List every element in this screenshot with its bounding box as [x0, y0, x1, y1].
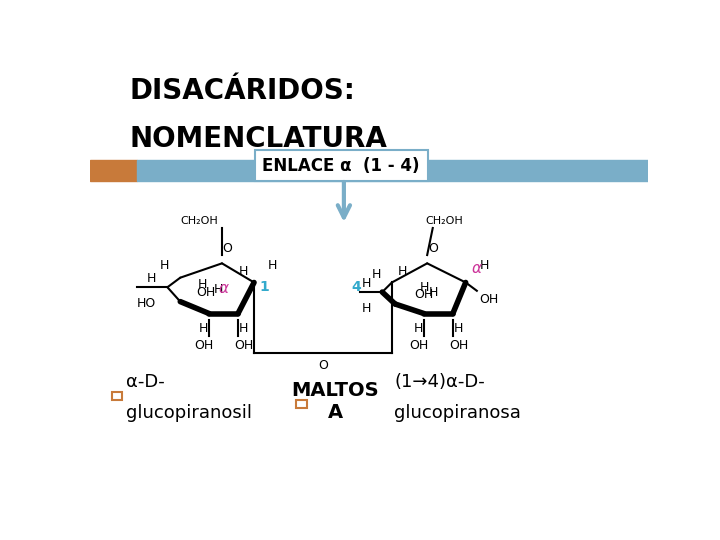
Text: OH: OH [234, 339, 253, 352]
Text: H: H [361, 277, 371, 290]
Text: α: α [219, 281, 229, 296]
Text: OH: OH [409, 339, 428, 352]
Text: H: H [160, 259, 169, 272]
Bar [90, 160, 138, 181]
Text: 4: 4 [351, 280, 361, 294]
Text: α: α [472, 261, 481, 276]
Text: H: H [147, 273, 156, 286]
Text: H: H [199, 322, 208, 335]
Text: H: H [454, 322, 463, 335]
Text: H: H [414, 322, 423, 335]
Bar [112, 392, 122, 400]
Text: 1: 1 [260, 280, 269, 294]
Text: MALTOS: MALTOS [292, 381, 379, 400]
Text: CH₂OH: CH₂OH [181, 216, 219, 226]
Text: H: H [397, 265, 407, 278]
Text: H: H [239, 265, 248, 278]
Text: O: O [428, 242, 438, 255]
FancyBboxPatch shape [255, 150, 428, 181]
Text: H: H [268, 259, 277, 272]
Text: H: H [480, 259, 489, 272]
Text: glucopiranosil: glucopiranosil [126, 404, 252, 422]
Text: HO: HO [137, 298, 156, 310]
Text: α-D-: α-D- [126, 373, 165, 391]
Bar [138, 160, 648, 181]
Text: (1→4)α-D-: (1→4)α-D- [394, 373, 485, 391]
Text: H: H [419, 281, 428, 294]
Text: H: H [361, 302, 371, 315]
Text: CH₂OH: CH₂OH [425, 216, 463, 226]
Text: ENLACE α  (1 - 4): ENLACE α (1 - 4) [262, 157, 420, 174]
Text: glucopiranosa: glucopiranosa [394, 404, 521, 422]
Text: DISACÁRIDOS:: DISACÁRIDOS: [129, 77, 355, 105]
Text: O: O [318, 360, 328, 373]
Text: H: H [198, 278, 207, 292]
Text: H: H [429, 286, 438, 299]
Text: H: H [239, 322, 248, 335]
Text: H: H [214, 283, 223, 296]
Text: OH: OH [194, 339, 213, 352]
Text: NOMENCLATURA: NOMENCLATURA [129, 125, 387, 153]
Text: O: O [222, 242, 233, 255]
Bar [297, 400, 307, 408]
Text: OH: OH [197, 287, 215, 300]
Text: H: H [372, 268, 381, 281]
Text: A: A [328, 403, 343, 422]
Text: OH: OH [414, 288, 433, 301]
Text: OH: OH [480, 293, 499, 306]
Text: OH: OH [449, 339, 468, 352]
